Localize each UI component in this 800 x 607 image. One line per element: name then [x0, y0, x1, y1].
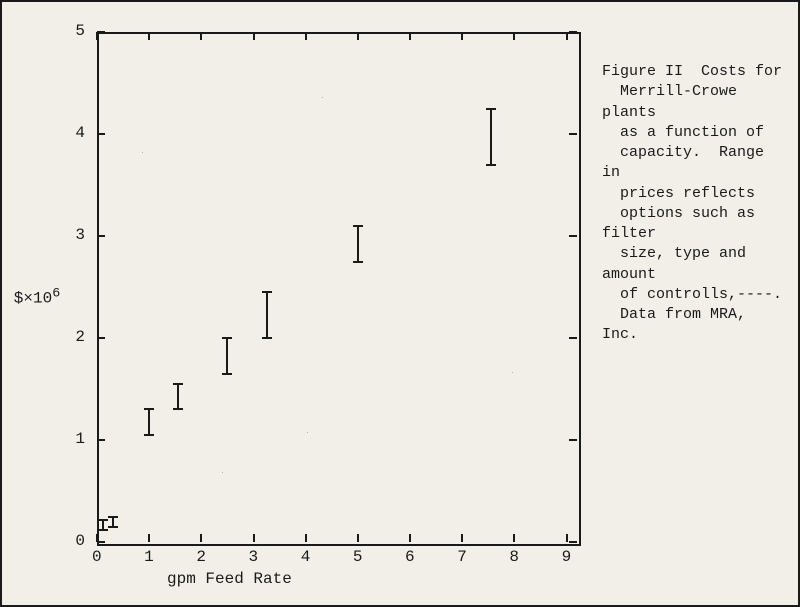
error-cap-bottom	[486, 164, 496, 166]
x-tick	[253, 534, 255, 542]
plot-area	[97, 32, 581, 546]
x-tick-top	[200, 32, 202, 40]
x-tick-label: 5	[353, 548, 363, 566]
x-tick-label: 8	[509, 548, 519, 566]
x-tick-label: 7	[457, 548, 467, 566]
error-bar	[226, 338, 228, 374]
speck	[222, 472, 223, 473]
y-tick-label: 3	[75, 226, 85, 244]
x-tick-top	[253, 32, 255, 40]
error-bar	[357, 226, 359, 262]
error-cap-bottom	[144, 434, 154, 436]
error-cap-top	[222, 337, 232, 339]
x-tick-top	[513, 32, 515, 40]
error-cap-top	[173, 383, 183, 385]
error-bar	[177, 384, 179, 410]
y-tick-right	[569, 133, 577, 135]
figure-page: $×106 gpm Feed Rate Figure II Costs for …	[0, 0, 800, 607]
error-cap-top	[144, 408, 154, 410]
x-tick-top	[148, 32, 150, 40]
error-bar	[148, 409, 150, 435]
error-cap-bottom	[173, 408, 183, 410]
y-axis-label: $×106	[14, 286, 60, 307]
x-tick	[305, 534, 307, 542]
x-tick	[200, 534, 202, 542]
y-tick	[97, 541, 105, 543]
y-tick-label: 2	[75, 328, 85, 346]
x-tick-top	[566, 32, 568, 40]
x-tick	[461, 534, 463, 542]
error-cap-top	[262, 291, 272, 293]
x-tick	[148, 534, 150, 542]
error-cap-top	[353, 225, 363, 227]
speck	[512, 372, 513, 373]
x-tick	[566, 534, 568, 542]
error-cap-top	[486, 108, 496, 110]
x-tick-label: 9	[562, 548, 572, 566]
x-tick-label: 4	[301, 548, 311, 566]
x-tick-label: 2	[196, 548, 206, 566]
x-tick	[409, 534, 411, 542]
x-tick	[357, 534, 359, 542]
x-tick-top	[409, 32, 411, 40]
x-axis-label: gpm Feed Rate	[167, 570, 292, 588]
x-tick-top	[96, 32, 98, 40]
x-tick-label: 1	[144, 548, 154, 566]
error-cap-bottom	[98, 529, 108, 531]
y-tick-right	[569, 235, 577, 237]
y-axis-label-sup: 6	[52, 286, 60, 301]
speck	[307, 432, 308, 433]
error-cap-bottom	[353, 261, 363, 263]
y-tick-right	[569, 439, 577, 441]
speck	[322, 97, 323, 98]
y-tick	[97, 31, 105, 33]
x-tick-label: 3	[249, 548, 259, 566]
error-cap-top	[108, 516, 118, 518]
y-tick-label: 0	[75, 532, 85, 550]
y-tick	[97, 337, 105, 339]
error-bar	[490, 109, 492, 165]
error-cap-bottom	[222, 373, 232, 375]
y-tick-label: 4	[75, 124, 85, 142]
y-tick	[97, 439, 105, 441]
x-tick	[513, 534, 515, 542]
x-tick-label: 6	[405, 548, 415, 566]
error-bar	[266, 292, 268, 338]
speck	[142, 152, 143, 153]
y-tick-label: 1	[75, 430, 85, 448]
y-tick-label: 5	[75, 22, 85, 40]
y-tick-right	[569, 31, 577, 33]
error-cap-bottom	[262, 337, 272, 339]
x-tick-label: 0	[92, 548, 102, 566]
x-tick-top	[357, 32, 359, 40]
x-tick-top	[461, 32, 463, 40]
y-tick-right	[569, 541, 577, 543]
x-tick-top	[305, 32, 307, 40]
y-axis-label-text: $×10	[14, 290, 52, 308]
error-cap-bottom	[108, 526, 118, 528]
y-tick	[97, 235, 105, 237]
error-cap-top	[98, 519, 108, 521]
figure-caption: Figure II Costs for Merrill-Crowe plants…	[602, 62, 787, 346]
y-tick	[97, 133, 105, 135]
y-tick-right	[569, 337, 577, 339]
